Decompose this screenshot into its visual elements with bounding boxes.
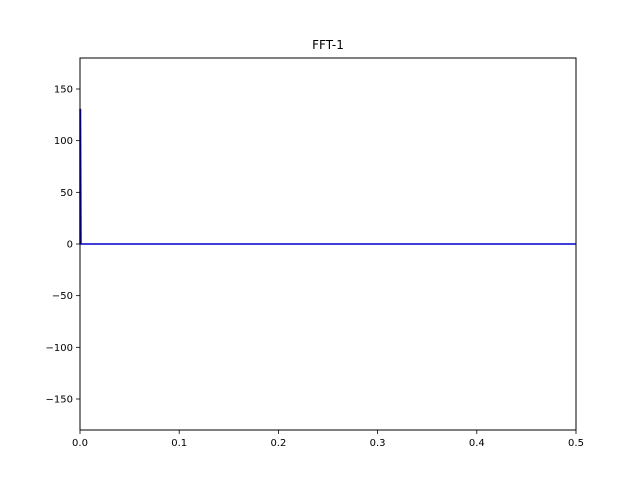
x-tick-label: 0.0: [72, 438, 88, 449]
y-tick-label: −100: [46, 343, 73, 354]
y-tick-label: −50: [52, 291, 73, 302]
y-tick-label: −150: [46, 395, 73, 406]
x-tick-label: 0.3: [370, 438, 386, 449]
y-axis: 150 100 50 0 −50 −100 −150: [46, 85, 80, 406]
chart-title: FFT-1: [312, 38, 344, 52]
x-tick-label: 0.4: [469, 438, 485, 449]
x-tick-label: 0.5: [568, 438, 584, 449]
x-tick-label: 0.2: [270, 438, 286, 449]
y-tick-label: 50: [60, 188, 73, 199]
y-tick-label: 0: [67, 240, 73, 251]
plot-area: [79, 57, 577, 431]
x-axis: 0.0 0.1 0.2 0.3 0.4 0.5: [72, 430, 584, 449]
y-tick-label: 150: [54, 85, 73, 96]
y-tick-label: 100: [54, 136, 73, 147]
x-tick-label: 0.1: [171, 438, 187, 449]
